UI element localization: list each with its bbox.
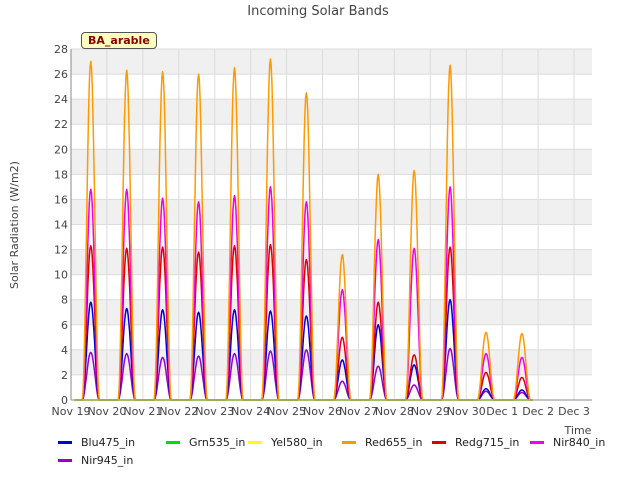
y-tick-label: 2 bbox=[61, 369, 68, 382]
x-tick-label: Dec 1 bbox=[486, 405, 518, 418]
x-tick-label: Dec 2 bbox=[522, 405, 554, 418]
legend-item: Nir945_in bbox=[58, 452, 133, 468]
grid-lines bbox=[70, 48, 592, 401]
legend-item: Blu475_in bbox=[58, 434, 135, 450]
plot-band bbox=[71, 199, 592, 225]
legend-item: Nir840_in bbox=[530, 434, 605, 450]
plot-band bbox=[71, 149, 592, 175]
chart-title: Incoming Solar Bands bbox=[247, 4, 389, 19]
plot-band bbox=[71, 124, 592, 150]
x-tick-label: Nov 23 bbox=[195, 405, 234, 418]
legend-label: Redg715_in bbox=[455, 435, 520, 449]
y-tick-label: 18 bbox=[54, 168, 68, 181]
legend-label: Grn535_in bbox=[189, 435, 246, 449]
legend-item: Red655_in bbox=[342, 434, 422, 450]
legend-item: Grn535_in bbox=[166, 434, 245, 450]
legend-label: Nir840_in bbox=[553, 435, 606, 449]
x-tick-label: Nov 24 bbox=[231, 405, 270, 418]
x-axis-label: Time bbox=[564, 424, 592, 437]
x-tick-label: Nov 20 bbox=[87, 405, 126, 418]
legend-swatch bbox=[58, 458, 72, 462]
y-tick-label: 22 bbox=[54, 118, 68, 131]
plot-band bbox=[71, 299, 592, 325]
x-tick-label: Nov 25 bbox=[267, 405, 306, 418]
x-tick-label: Nov 27 bbox=[339, 405, 378, 418]
plot-band bbox=[71, 49, 592, 75]
legend-label: Blu475_in bbox=[81, 435, 136, 449]
legend-swatch bbox=[58, 440, 72, 444]
x-tick-label: Nov 30 bbox=[447, 405, 486, 418]
series-line-nir945_in bbox=[74, 347, 533, 401]
legend-swatch bbox=[530, 440, 544, 444]
y-tick-label: 4 bbox=[61, 344, 68, 357]
legend-label: Nir945_in bbox=[81, 453, 134, 467]
plot-band bbox=[71, 349, 592, 375]
legend-swatch bbox=[432, 440, 446, 444]
legend-swatch bbox=[248, 440, 262, 444]
y-tick-label: 12 bbox=[54, 244, 68, 257]
legend-item: Redg715_in bbox=[432, 434, 519, 450]
x-tick-label: Nov 21 bbox=[123, 405, 162, 418]
y-axis-label: Solar Radiation (W/m2) bbox=[8, 161, 21, 289]
x-tick-label: Nov 19 bbox=[52, 405, 91, 418]
y-tick-label: 8 bbox=[61, 294, 68, 307]
plot-band bbox=[71, 174, 592, 200]
annotation-badge: BA_arable bbox=[81, 32, 157, 49]
x-tick-label: Nov 22 bbox=[159, 405, 198, 418]
plot-band bbox=[71, 99, 592, 125]
y-tick-label: 20 bbox=[54, 143, 68, 156]
plot-band bbox=[71, 324, 592, 350]
x-tick-label: Dec 3 bbox=[558, 405, 590, 418]
plot-band bbox=[71, 224, 592, 250]
plot-band bbox=[71, 274, 592, 300]
plot-band bbox=[71, 249, 592, 275]
axes bbox=[70, 49, 592, 401]
y-tick-label: 26 bbox=[54, 68, 68, 81]
y-tick-label: 16 bbox=[54, 193, 68, 206]
y-tick-label: 0 bbox=[61, 394, 68, 407]
x-tick-label: Nov 29 bbox=[411, 405, 450, 418]
y-tick-label: 10 bbox=[54, 269, 68, 282]
x-tick-label: Nov 26 bbox=[303, 405, 342, 418]
plot-band bbox=[71, 74, 592, 100]
y-tick-label: 6 bbox=[61, 319, 68, 332]
y-tick-label: 14 bbox=[54, 219, 68, 232]
legend-swatch bbox=[342, 440, 356, 444]
x-tick-label: Nov 28 bbox=[375, 405, 414, 418]
series-line-red655_in bbox=[74, 58, 533, 401]
legend-label: Red655_in bbox=[365, 435, 423, 449]
legend-label: Yel580_in bbox=[271, 435, 323, 449]
legend-item: Yel580_in bbox=[248, 434, 323, 450]
y-tick-label: 28 bbox=[54, 43, 68, 56]
legend-swatch bbox=[166, 440, 180, 444]
y-tick-label: 24 bbox=[54, 93, 68, 106]
